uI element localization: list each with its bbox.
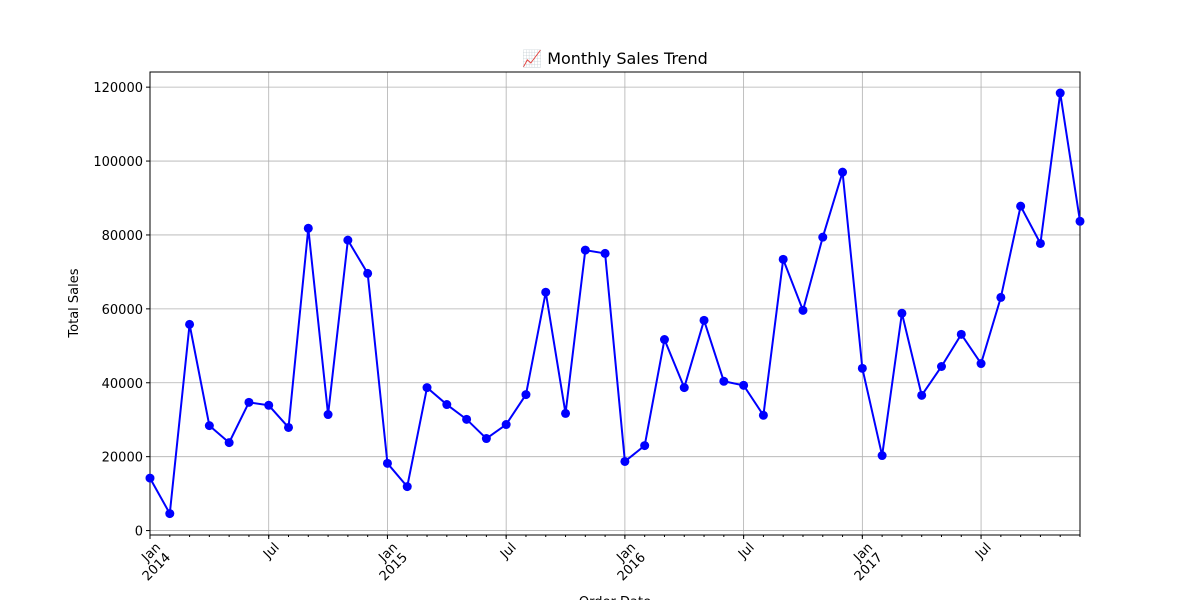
point	[481, 434, 491, 444]
y-tick-label: 60000	[102, 303, 143, 318]
point	[501, 420, 511, 430]
point	[818, 232, 828, 242]
point	[699, 315, 709, 325]
point	[640, 441, 650, 451]
point	[264, 400, 274, 410]
point	[739, 380, 749, 390]
grid	[149, 72, 1080, 535]
point	[462, 414, 472, 424]
y-tick-label: 20000	[102, 451, 143, 466]
point	[956, 329, 966, 339]
y-axis-label: Total Sales	[67, 268, 82, 338]
point	[382, 458, 392, 468]
point	[323, 410, 333, 420]
point	[284, 422, 294, 432]
plot-frame	[149, 71, 1081, 536]
point	[422, 383, 432, 393]
point	[224, 438, 234, 448]
point	[838, 167, 848, 177]
point	[541, 287, 551, 297]
point	[600, 248, 610, 258]
point	[343, 235, 353, 245]
point	[857, 363, 867, 373]
point	[620, 456, 630, 466]
point	[758, 410, 768, 420]
point	[996, 292, 1006, 302]
point	[917, 390, 927, 400]
point	[659, 335, 669, 345]
point	[185, 319, 195, 329]
point	[798, 305, 808, 315]
point	[303, 223, 313, 233]
y-tick-label: 0	[135, 525, 143, 540]
point	[679, 383, 689, 393]
point	[976, 359, 986, 369]
y-tick-label: 120000	[93, 81, 143, 96]
point	[1075, 216, 1085, 226]
point	[719, 376, 729, 386]
point	[244, 397, 254, 407]
point	[1035, 238, 1045, 248]
point	[165, 509, 175, 519]
point	[204, 421, 214, 431]
y-tick-label: 80000	[102, 229, 143, 244]
point	[877, 451, 887, 461]
point	[936, 362, 946, 372]
point	[561, 408, 571, 418]
y-tick-label: 40000	[102, 377, 143, 392]
line	[149, 92, 1081, 517]
point	[363, 268, 373, 278]
point	[778, 254, 788, 264]
point	[442, 400, 452, 410]
point	[897, 308, 907, 318]
y-tick-label: 100000	[93, 155, 143, 170]
point	[402, 482, 412, 492]
point	[521, 390, 531, 400]
point	[145, 473, 155, 483]
x-axis-label: Order Date	[579, 595, 651, 600]
chart-title: 📈 Monthly Sales Trend	[522, 49, 708, 68]
point	[580, 245, 590, 255]
point	[1016, 201, 1026, 211]
point	[1055, 88, 1065, 98]
